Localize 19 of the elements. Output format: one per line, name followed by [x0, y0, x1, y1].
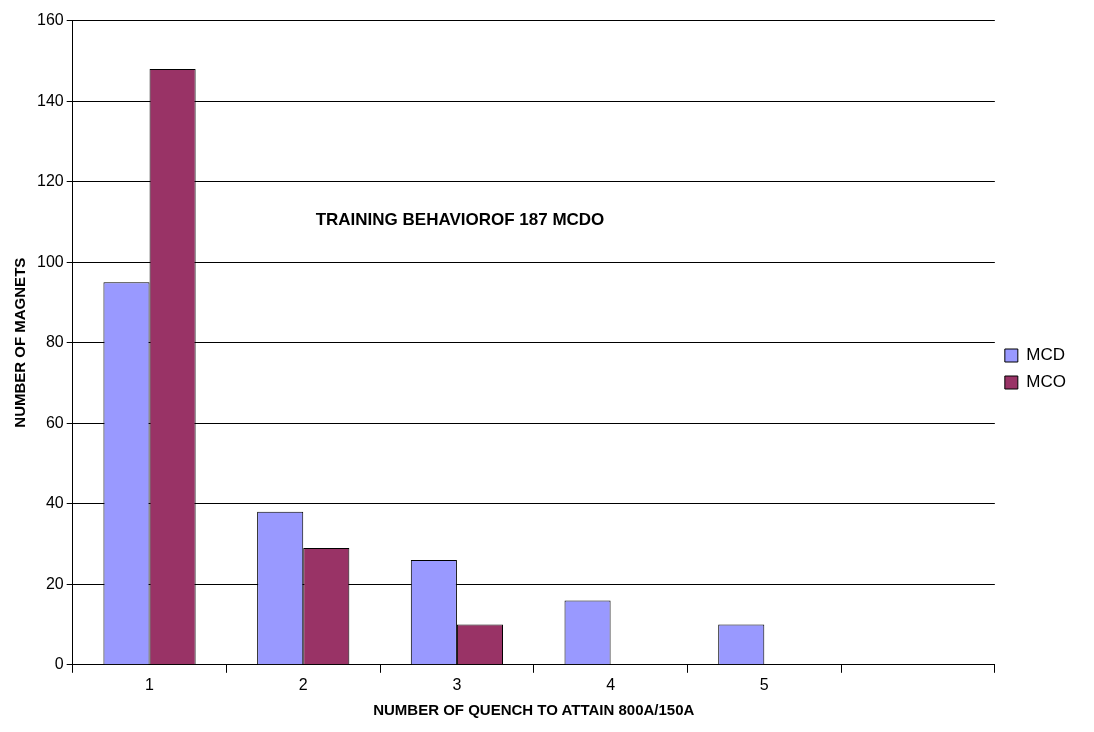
y-tick-label: 0: [54, 655, 64, 673]
y-tick-label: 40: [45, 494, 64, 512]
y-tick-label: 100: [36, 252, 64, 270]
y-axis-title: NUMBER OF MAGNETS: [11, 257, 29, 428]
y-tick-label: 140: [36, 91, 64, 109]
x-tick-label: 2: [298, 675, 308, 693]
y-tick-label: 160: [36, 11, 64, 29]
y-tick-label: 20: [45, 574, 64, 592]
y-tick-label: 80: [45, 333, 64, 351]
x-tick-label: 4: [606, 675, 616, 693]
text: TRAINING BEHAVIOROF 187 MCDO: [315, 209, 605, 229]
y-tick-label: 60: [45, 413, 64, 431]
x-tick-label: 3: [452, 675, 462, 693]
legend-label: MCD: [1026, 345, 1066, 365]
x-axis-title: NUMBER OF QUENCH TO ATTAIN 800A/150A: [373, 701, 695, 719]
x-tick-label: 1: [145, 675, 155, 693]
legend-label: MCO: [1026, 372, 1067, 392]
y-tick-label: 120: [36, 172, 64, 190]
x-tick-label: 5: [759, 675, 769, 693]
